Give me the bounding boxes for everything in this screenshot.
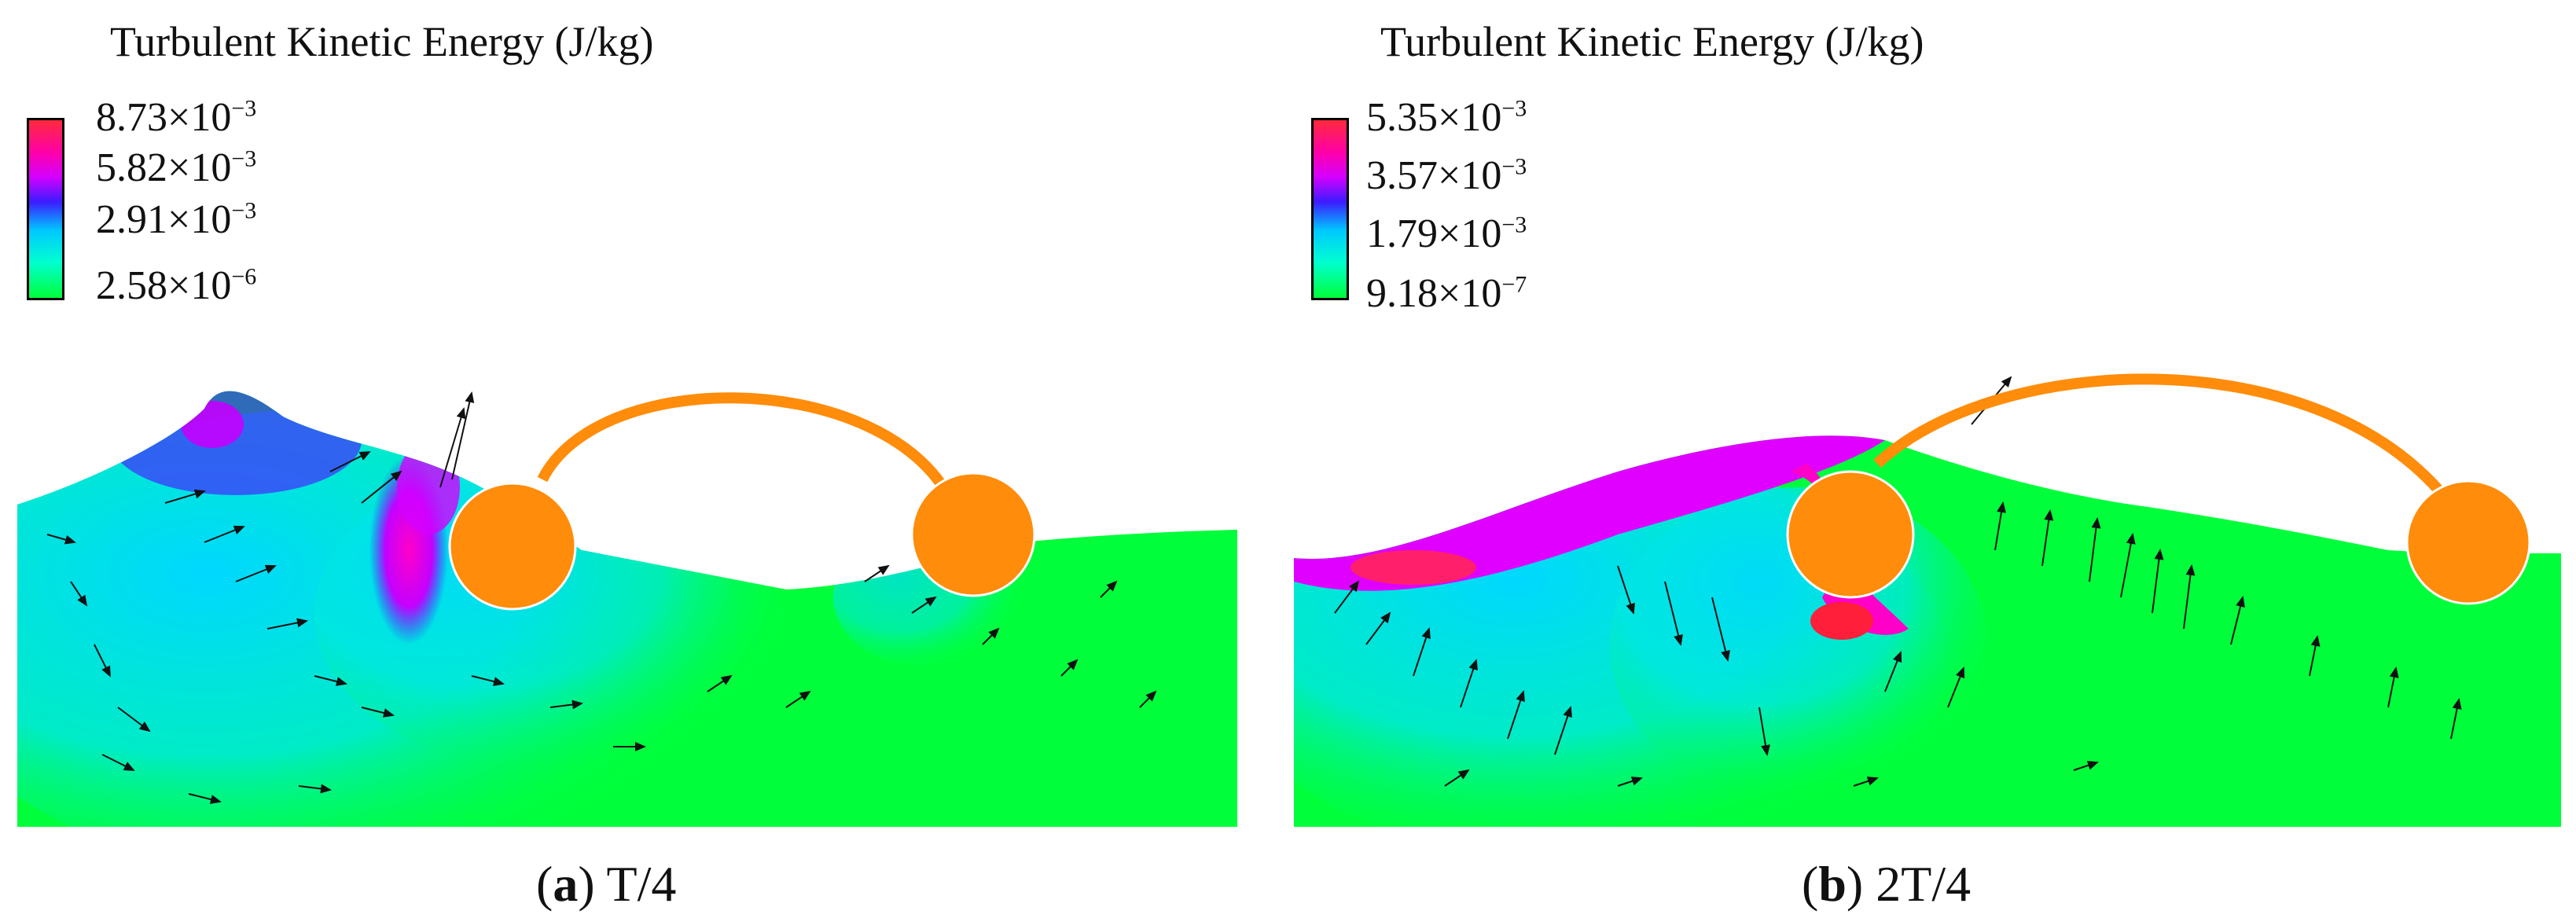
floating-structure [448, 392, 1036, 611]
panel-b: Turbulent Kinetic Energy (J/kg) 5.35×10−… [1288, 0, 2575, 918]
panel-caption: (a) T/4 [536, 856, 677, 912]
tke-field-plot [17, 391, 1237, 828]
tke-field-plot [1294, 373, 2561, 827]
panel-a: Turbulent Kinetic Energy (J/kg) 8.73×10−… [17, 18, 1237, 912]
colorbar-tick-max: 8.73×10−3 [96, 95, 257, 140]
colorbar-tick-2: 5.82×10−3 [96, 145, 257, 190]
colorbar-tick-min: 2.58×10−6 [96, 263, 257, 308]
colorbar [27, 118, 64, 300]
legend-title: Turbulent Kinetic Energy (J/kg) [110, 18, 654, 65]
colorbar-tick-3: 2.91×10−3 [96, 197, 257, 242]
velocity-vectors [46, 391, 1157, 804]
fluid-region [1294, 435, 2561, 827]
colorbar-tick-3: 1.79×10−3 [1366, 211, 1527, 256]
colorbar-tick-max: 5.35×10−3 [1366, 95, 1527, 140]
velocity-vectors [1334, 376, 2462, 787]
floating-structure [1786, 373, 2531, 605]
colorbar-tick-min: 9.18×10−7 [1366, 271, 1527, 316]
legend-title: Turbulent Kinetic Energy (J/kg) [1380, 18, 1924, 65]
colorbar [1311, 118, 1349, 300]
colorbar-tick-2: 3.57×10−3 [1366, 153, 1527, 198]
fluid-region [17, 391, 1237, 828]
panel-caption: (b) 2T/4 [1802, 856, 1972, 912]
